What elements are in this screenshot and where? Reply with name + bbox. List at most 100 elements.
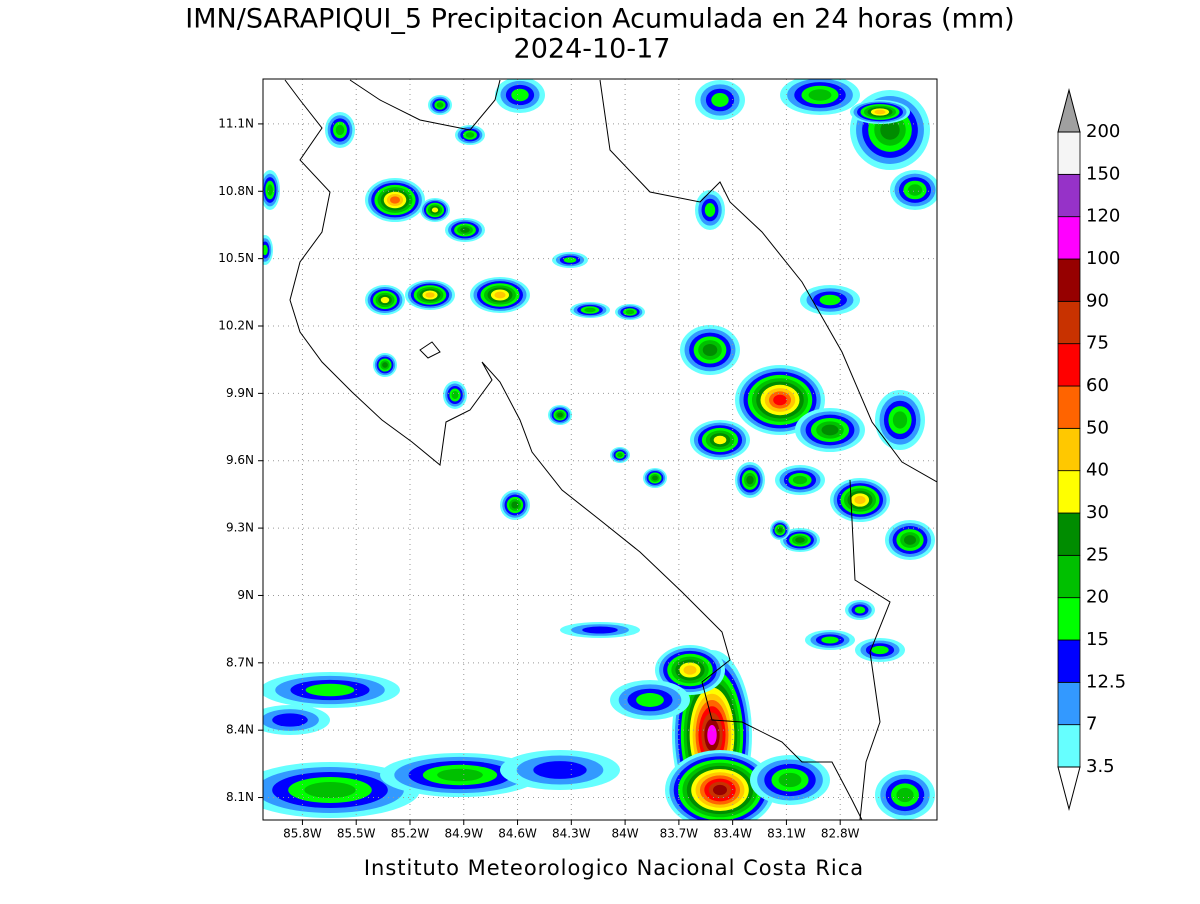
colorbar-segment	[1057, 300, 1081, 345]
subtitle: 2024-10-17	[514, 34, 671, 65]
colorbar-over	[1057, 88, 1081, 133]
colorbar-segment	[1057, 470, 1081, 514]
grid	[258, 79, 937, 825]
coastlines	[284, 79, 937, 820]
island	[419, 341, 441, 359]
title: IMN/SARAPIQUI_5 Precipitacion Acumulada …	[185, 4, 1014, 35]
rain-contour	[272, 713, 308, 727]
colorbar-label: 15	[1086, 629, 1109, 650]
rain-contour	[584, 307, 596, 313]
x-tick-label: 85.5W	[337, 827, 376, 841]
rain-contour	[713, 435, 727, 445]
colorbar-segment	[1057, 639, 1081, 683]
rain-contour	[880, 120, 900, 140]
colorbar-label: 12.5	[1086, 671, 1126, 692]
colorbar-segment	[1057, 724, 1081, 768]
rain-contour	[892, 411, 908, 429]
x-tick-label: 83.4W	[713, 827, 752, 841]
colorbar-label: 40	[1086, 460, 1109, 481]
rain-contour	[380, 296, 390, 304]
rain-contour	[511, 501, 519, 509]
colorbar-label: 30	[1086, 502, 1109, 523]
colorbar-label: 60	[1086, 375, 1109, 396]
colorbar-label: 50	[1086, 417, 1109, 438]
x-tick-label: 84W	[612, 827, 639, 841]
colorbar-segment	[1057, 427, 1081, 472]
rain-contour	[431, 207, 439, 213]
y-tick-label: 9.6N	[226, 453, 254, 467]
colorbar-label: 7	[1086, 714, 1097, 735]
colorbar-label: 100	[1086, 248, 1120, 269]
rain-contour	[704, 203, 716, 217]
rain-contour	[746, 475, 754, 485]
x-tick-label: 82.8W	[821, 827, 860, 841]
rain-contour	[582, 626, 618, 634]
rain-contour	[425, 292, 435, 298]
precipitation-field	[263, 79, 937, 820]
y-tick-label: 10.8N	[218, 184, 254, 198]
x-tick-label: 84.6W	[498, 827, 537, 841]
rain-contour	[267, 184, 273, 196]
y-tick-label: 10.5N	[218, 251, 254, 265]
colorbar-label: 120	[1086, 206, 1120, 227]
rain-contour	[557, 412, 563, 418]
y-tick-label: 9N	[237, 588, 254, 602]
colorbar-label: 20	[1086, 587, 1109, 608]
rain-contour	[777, 527, 783, 533]
y-tick-label: 8.1N	[226, 790, 254, 804]
rain-contour	[382, 362, 388, 368]
rain-contour	[563, 257, 577, 263]
colorbar-label: 75	[1086, 333, 1109, 354]
rain-contour	[335, 124, 345, 136]
rain-contour	[436, 102, 444, 108]
rain-contour	[896, 787, 914, 803]
rain-contour	[792, 475, 808, 485]
rain-contour	[460, 227, 470, 233]
rain-contour	[854, 606, 866, 614]
x-tick-label: 84.3W	[552, 827, 591, 841]
rain-contour	[821, 636, 839, 644]
rain-contour	[795, 537, 805, 543]
y-tick-label: 9.9N	[226, 386, 254, 400]
rain-contour	[821, 424, 839, 436]
x-tick-label: 84.9W	[444, 827, 483, 841]
rain-contour	[617, 452, 623, 458]
rain-contour	[713, 784, 727, 796]
colorbar-label: 3.5	[1086, 756, 1115, 777]
x-tick-label: 83.7W	[660, 827, 699, 841]
colorbar-label: 25	[1086, 544, 1109, 565]
caribbean-coast	[599, 79, 937, 483]
colorbar-label: 90	[1086, 290, 1109, 311]
colorbar-label: 200	[1086, 121, 1120, 142]
lake-border	[349, 79, 501, 131]
colorbar: 3.5 7 12.5 15 20 25 30 40 50 60 75 90 100 120 150 200	[1057, 88, 1126, 811]
rain-contour	[652, 475, 658, 481]
rain-contour	[707, 725, 717, 745]
rain-contour	[773, 394, 787, 406]
colorbar-segment	[1057, 385, 1081, 429]
colorbar-under	[1057, 766, 1081, 811]
colorbar-segment	[1057, 131, 1081, 175]
colorbar-segment	[1057, 343, 1081, 387]
rain-contour	[437, 768, 483, 782]
rain-contour	[903, 535, 917, 545]
rain-contour	[390, 196, 400, 204]
rain-contour	[305, 683, 355, 697]
colorbar-segment	[1057, 216, 1081, 260]
rain-contour	[874, 109, 886, 115]
x-tick-label: 83.1W	[767, 827, 806, 841]
y-tick-label: 8.4N	[226, 723, 254, 737]
colorbar-segment	[1057, 597, 1081, 641]
y-tick-label: 9.3N	[226, 521, 254, 535]
colorbar-segment	[1057, 258, 1081, 302]
footer: Instituto Meteorologico Nacional Costa R…	[364, 856, 864, 880]
rain-contour	[465, 132, 475, 138]
rain-contour	[907, 184, 923, 196]
rain-contour	[854, 495, 866, 505]
rain-contour	[451, 391, 459, 399]
rain-contour	[636, 693, 664, 707]
rain-contour	[871, 645, 889, 655]
y-tick-label: 11.1N	[218, 116, 254, 130]
colorbar-segment	[1057, 681, 1081, 726]
